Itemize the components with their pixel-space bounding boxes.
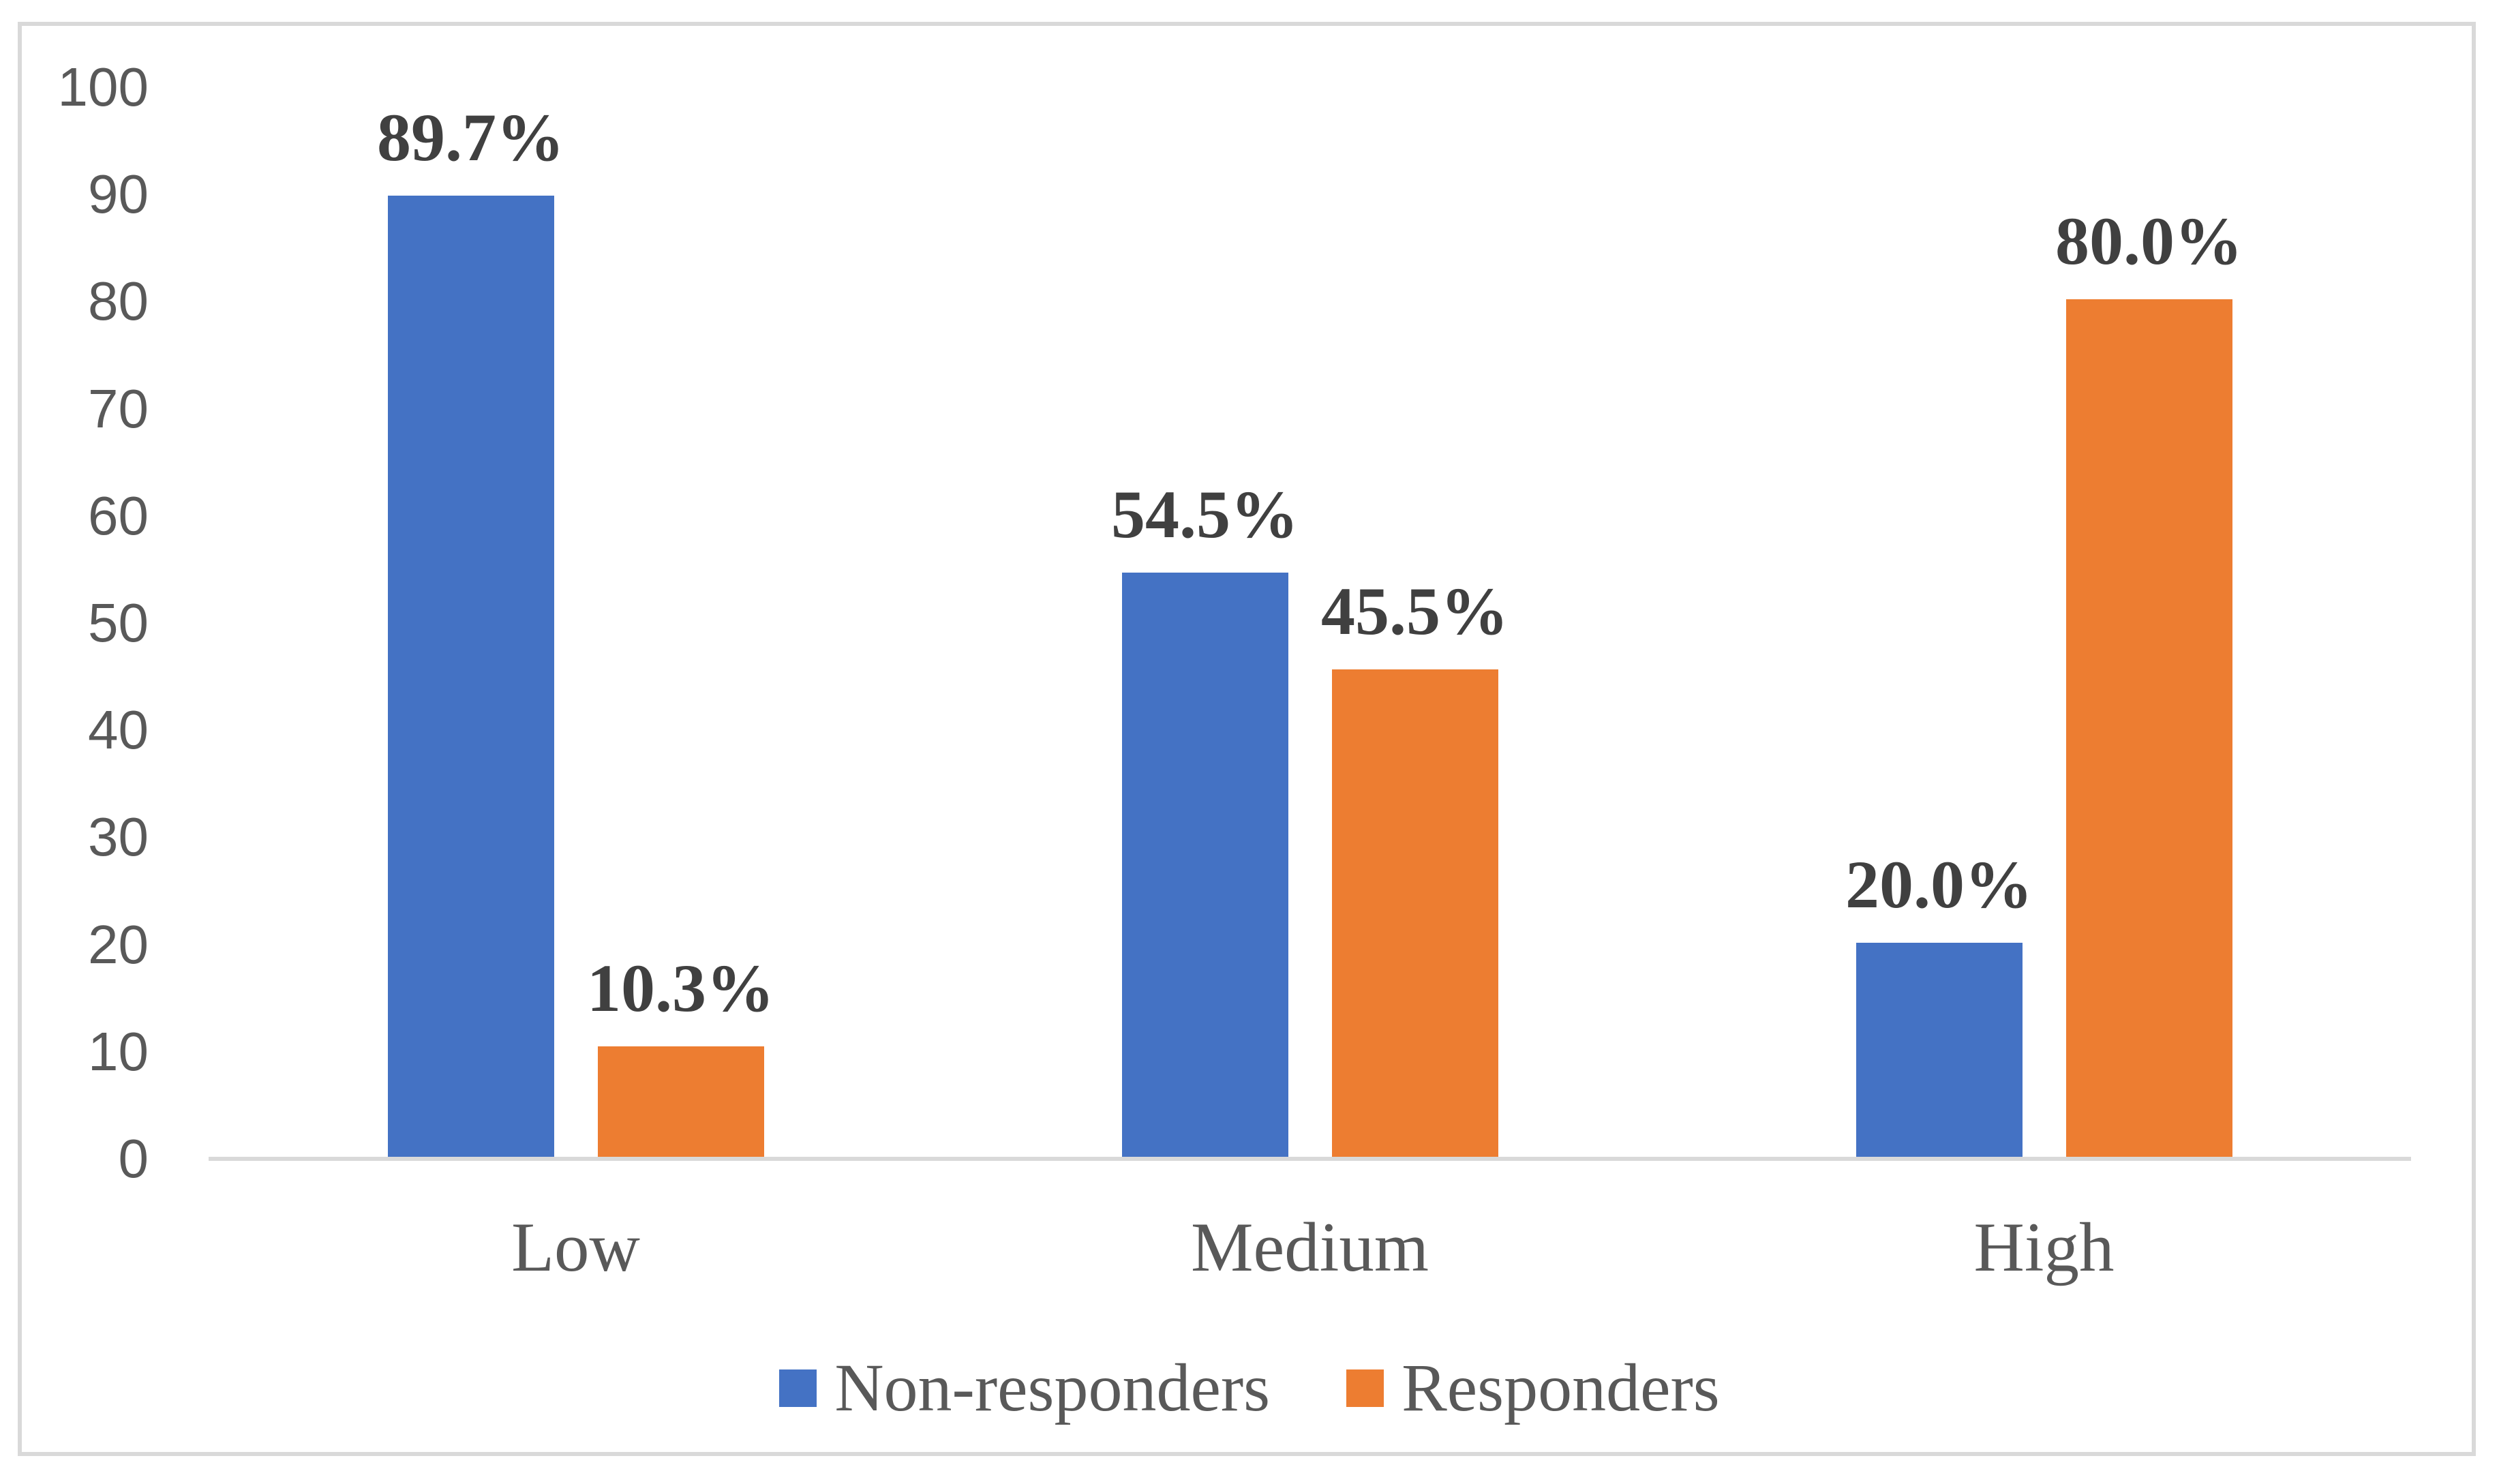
legend-label: Non-responders (834, 1350, 1271, 1425)
y-tick-label: 90 (88, 164, 149, 225)
legend-item-responders: Responders (1346, 1350, 1720, 1425)
y-tick-label: 20 (88, 913, 149, 975)
bar-non-responders-high (1856, 942, 2023, 1157)
data-label-responders-medium: 45.5% (1321, 573, 1509, 649)
y-axis-tick-labels: 0 10 20 30 40 50 60 70 80 90 100 (0, 0, 149, 1484)
legend-swatch-icon (1346, 1369, 1384, 1407)
category-group-medium: 54.5% 45.5% (943, 87, 1677, 1159)
x-axis-line (209, 1157, 2411, 1161)
data-label-non-responders-medium: 54.5% (1111, 476, 1299, 553)
y-tick-label: 40 (88, 699, 149, 761)
bar-responders-low (597, 1046, 764, 1157)
y-tick-label: 60 (88, 485, 149, 546)
category-label-low: Low (511, 1209, 640, 1286)
bar-non-responders-medium (1121, 573, 1288, 1157)
data-label-non-responders-high: 20.0% (1845, 846, 2033, 922)
category-label-medium: Medium (1190, 1209, 1429, 1286)
y-tick-label: 80 (88, 271, 149, 332)
y-tick-label: 10 (88, 1020, 149, 1082)
y-tick-label: 0 (118, 1128, 149, 1189)
legend-swatch-icon (779, 1369, 817, 1407)
bar-responders-medium (1331, 669, 1498, 1157)
category-group-low: 89.7% 10.3% (209, 87, 943, 1159)
bar-responders-high (2065, 299, 2232, 1157)
y-tick-label: 100 (57, 57, 149, 117)
data-label-responders-low: 10.3% (587, 950, 774, 1027)
legend-label: Responders (1402, 1350, 1720, 1425)
legend-item-non-responders: Non-responders (779, 1350, 1270, 1425)
y-tick-label: 70 (88, 378, 149, 439)
plot-area: 89.7% 10.3% 54.5% 45.5% 20.0% 80.0% (209, 87, 2411, 1161)
bar-non-responders-low (387, 195, 554, 1157)
category-label-high: High (1973, 1209, 2115, 1286)
data-label-responders-high: 80.0% (2055, 203, 2243, 279)
x-axis-category-labels: Low Medium High (209, 1203, 2411, 1299)
category-group-high: 20.0% 80.0% (1677, 87, 2411, 1159)
data-label-non-responders-low: 89.7% (377, 99, 564, 175)
y-tick-label: 30 (88, 806, 149, 868)
legend: Non-responders Responders (0, 1350, 2499, 1426)
y-tick-label: 50 (88, 592, 149, 653)
